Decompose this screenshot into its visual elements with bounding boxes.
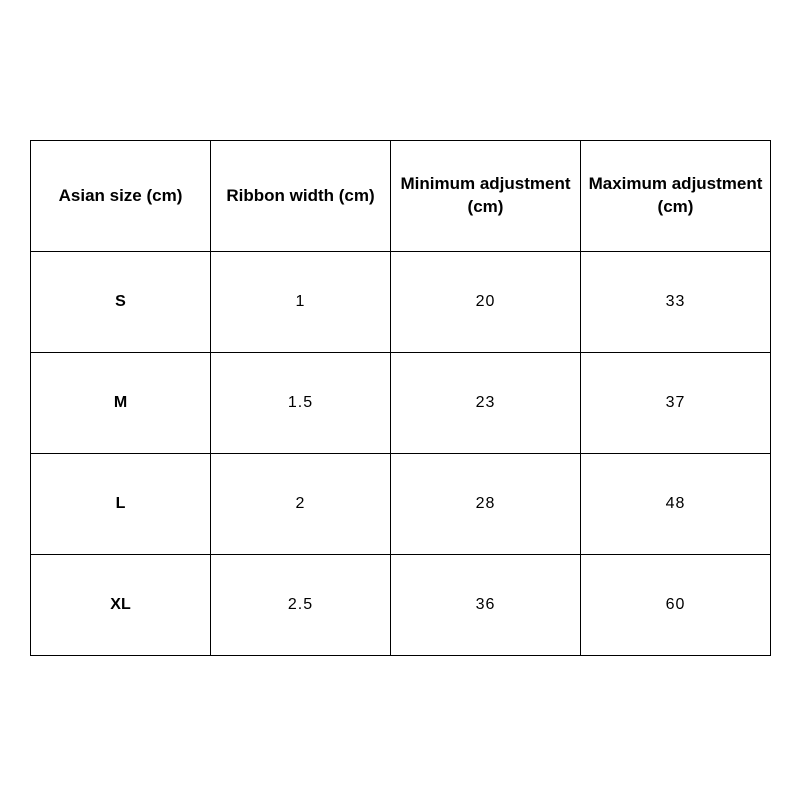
cell-size: M xyxy=(31,353,211,454)
col-header-min-adjustment: Minimum adjustment (cm) xyxy=(391,141,581,252)
cell-size: S xyxy=(31,252,211,353)
cell-min-adj: 20 xyxy=(391,252,581,353)
cell-ribbon-width: 2 xyxy=(211,454,391,555)
cell-min-adj: 23 xyxy=(391,353,581,454)
cell-max-adj: 48 xyxy=(581,454,771,555)
cell-min-adj: 36 xyxy=(391,555,581,656)
cell-max-adj: 60 xyxy=(581,555,771,656)
cell-max-adj: 33 xyxy=(581,252,771,353)
col-header-ribbon-width: Ribbon width (cm) xyxy=(211,141,391,252)
cell-ribbon-width: 1 xyxy=(211,252,391,353)
cell-max-adj: 37 xyxy=(581,353,771,454)
cell-size: XL xyxy=(31,555,211,656)
table-body: S 1 20 33 M 1.5 23 37 L 2 28 48 XL 2.5 3… xyxy=(31,252,771,656)
table-row: M 1.5 23 37 xyxy=(31,353,771,454)
table-row: L 2 28 48 xyxy=(31,454,771,555)
cell-ribbon-width: 2.5 xyxy=(211,555,391,656)
cell-size: L xyxy=(31,454,211,555)
size-chart-table: Asian size (cm) Ribbon width (cm) Minimu… xyxy=(30,140,771,656)
col-header-max-adjustment: Maximum adjustment (cm) xyxy=(581,141,771,252)
table-row: XL 2.5 36 60 xyxy=(31,555,771,656)
table-row: S 1 20 33 xyxy=(31,252,771,353)
cell-min-adj: 28 xyxy=(391,454,581,555)
cell-ribbon-width: 1.5 xyxy=(211,353,391,454)
page: Asian size (cm) Ribbon width (cm) Minimu… xyxy=(0,0,800,800)
table-header-row: Asian size (cm) Ribbon width (cm) Minimu… xyxy=(31,141,771,252)
col-header-asian-size: Asian size (cm) xyxy=(31,141,211,252)
table-header: Asian size (cm) Ribbon width (cm) Minimu… xyxy=(31,141,771,252)
